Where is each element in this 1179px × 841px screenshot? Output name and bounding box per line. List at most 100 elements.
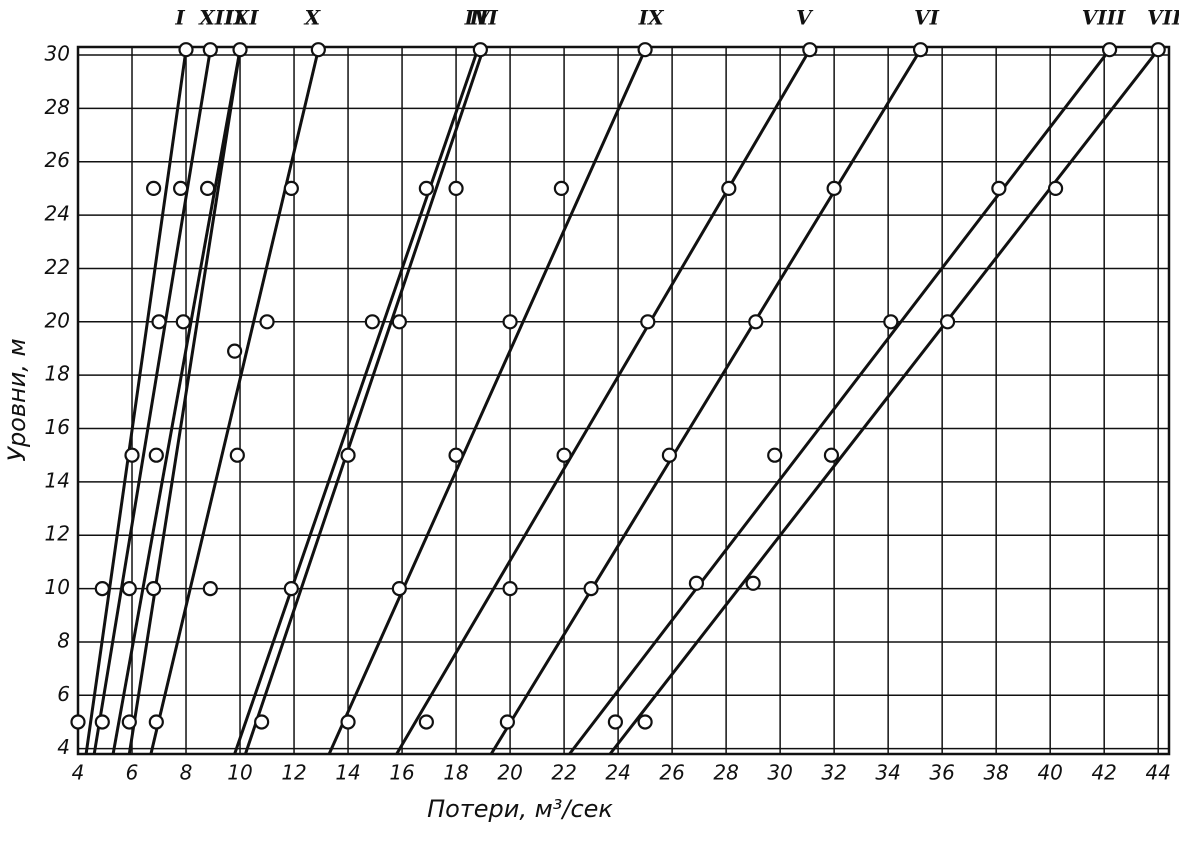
series-label: VIII [1082, 6, 1126, 30]
x-tick-label: 8 [180, 761, 193, 785]
data-point [175, 314, 191, 330]
series-line [92, 49, 212, 755]
plot-frame [76, 45, 1171, 756]
x-tick-label: 36 [929, 761, 954, 785]
y-tick-label: 4 [57, 735, 70, 759]
data-point [340, 447, 356, 463]
series-line [395, 48, 812, 755]
y-tick-label: 28 [45, 95, 70, 119]
data-point [283, 180, 299, 196]
series-line [244, 49, 485, 755]
data-point [310, 42, 326, 58]
x-tick-label: 30 [767, 761, 792, 785]
series-label: V [796, 6, 814, 30]
data-point [340, 714, 356, 730]
x-tick-label: 38 [983, 761, 1008, 785]
data-point [364, 314, 380, 330]
y-tick-label: 12 [45, 522, 70, 546]
series-line [84, 49, 188, 755]
series-line [111, 49, 242, 755]
data-point [637, 714, 653, 730]
data-point [151, 314, 167, 330]
y-tick-label: 10 [45, 575, 70, 599]
series-line [127, 49, 242, 755]
data-point [502, 580, 518, 597]
x-tick-label: 28 [713, 761, 738, 785]
series-label: IV [464, 6, 492, 30]
y-tick-label: 20 [45, 308, 70, 332]
series-line [568, 48, 1111, 755]
y-tick-label: 16 [45, 415, 70, 439]
series-label: XII [197, 6, 234, 30]
series-line [233, 49, 480, 755]
y-tick-label: 30 [45, 42, 70, 66]
x-tick-label: 14 [335, 761, 360, 785]
data-point [448, 447, 464, 463]
data-point [391, 314, 407, 330]
data-point [200, 180, 216, 196]
data-point [502, 314, 518, 330]
x-tick-label: 26 [659, 761, 684, 785]
series-label: II [224, 6, 244, 30]
series-line [149, 49, 320, 755]
x-tick-label: 6 [126, 761, 139, 785]
data-point [227, 343, 243, 359]
data-point [124, 447, 140, 463]
data-point [148, 447, 164, 463]
data-point [607, 714, 623, 730]
data-point [418, 180, 434, 196]
x-tick-label: 22 [551, 761, 576, 785]
data-point [991, 180, 1007, 196]
data-point [939, 314, 956, 330]
data-point [637, 42, 653, 58]
data-point [553, 180, 569, 196]
data-point [232, 42, 248, 58]
series-label: VI [914, 6, 940, 30]
x-tick-label: 18 [443, 761, 468, 785]
data-point [826, 180, 842, 196]
data-point [121, 580, 137, 597]
data-point [912, 42, 929, 58]
data-point [418, 714, 434, 730]
x-tick-label: 12 [281, 761, 306, 785]
data-point [146, 180, 162, 196]
data-point [1047, 180, 1064, 196]
data-point [640, 314, 656, 330]
series-label: I [174, 6, 185, 30]
series-label: XI [232, 6, 260, 30]
x-tick-label: 34 [875, 761, 900, 785]
data-point [173, 180, 189, 196]
series-label: X [303, 6, 322, 30]
x-tick-label: 4 [72, 761, 85, 785]
data-point [148, 714, 164, 730]
data-point [178, 42, 194, 58]
data-point [391, 580, 407, 597]
data-point [748, 314, 764, 330]
y-axis-title: Уровни, м [3, 338, 31, 461]
x-axis-title: Потери, м³/сек [427, 795, 613, 823]
data-point [202, 580, 218, 597]
x-tick-label: 42 [1091, 761, 1116, 785]
data-point [1101, 42, 1118, 58]
data-point [823, 447, 840, 463]
x-tick-label: 10 [227, 761, 252, 785]
series-line [327, 49, 647, 755]
data-point [583, 580, 599, 597]
x-tick-label: 40 [1037, 761, 1062, 785]
x-tick-label: 32 [821, 761, 846, 785]
y-tick-label: 14 [45, 468, 70, 492]
data-point [688, 575, 705, 591]
data-point [472, 42, 488, 58]
data-point [254, 714, 270, 730]
data-point [448, 180, 464, 196]
data-point [556, 447, 572, 463]
data-point [767, 447, 783, 463]
x-tick-label: 44 [1145, 761, 1170, 785]
series-label: III [469, 6, 499, 30]
data-point [70, 714, 86, 730]
data-point [121, 714, 137, 730]
data-point [745, 575, 761, 591]
y-tick-label: 18 [45, 362, 70, 386]
data-point [259, 314, 275, 330]
